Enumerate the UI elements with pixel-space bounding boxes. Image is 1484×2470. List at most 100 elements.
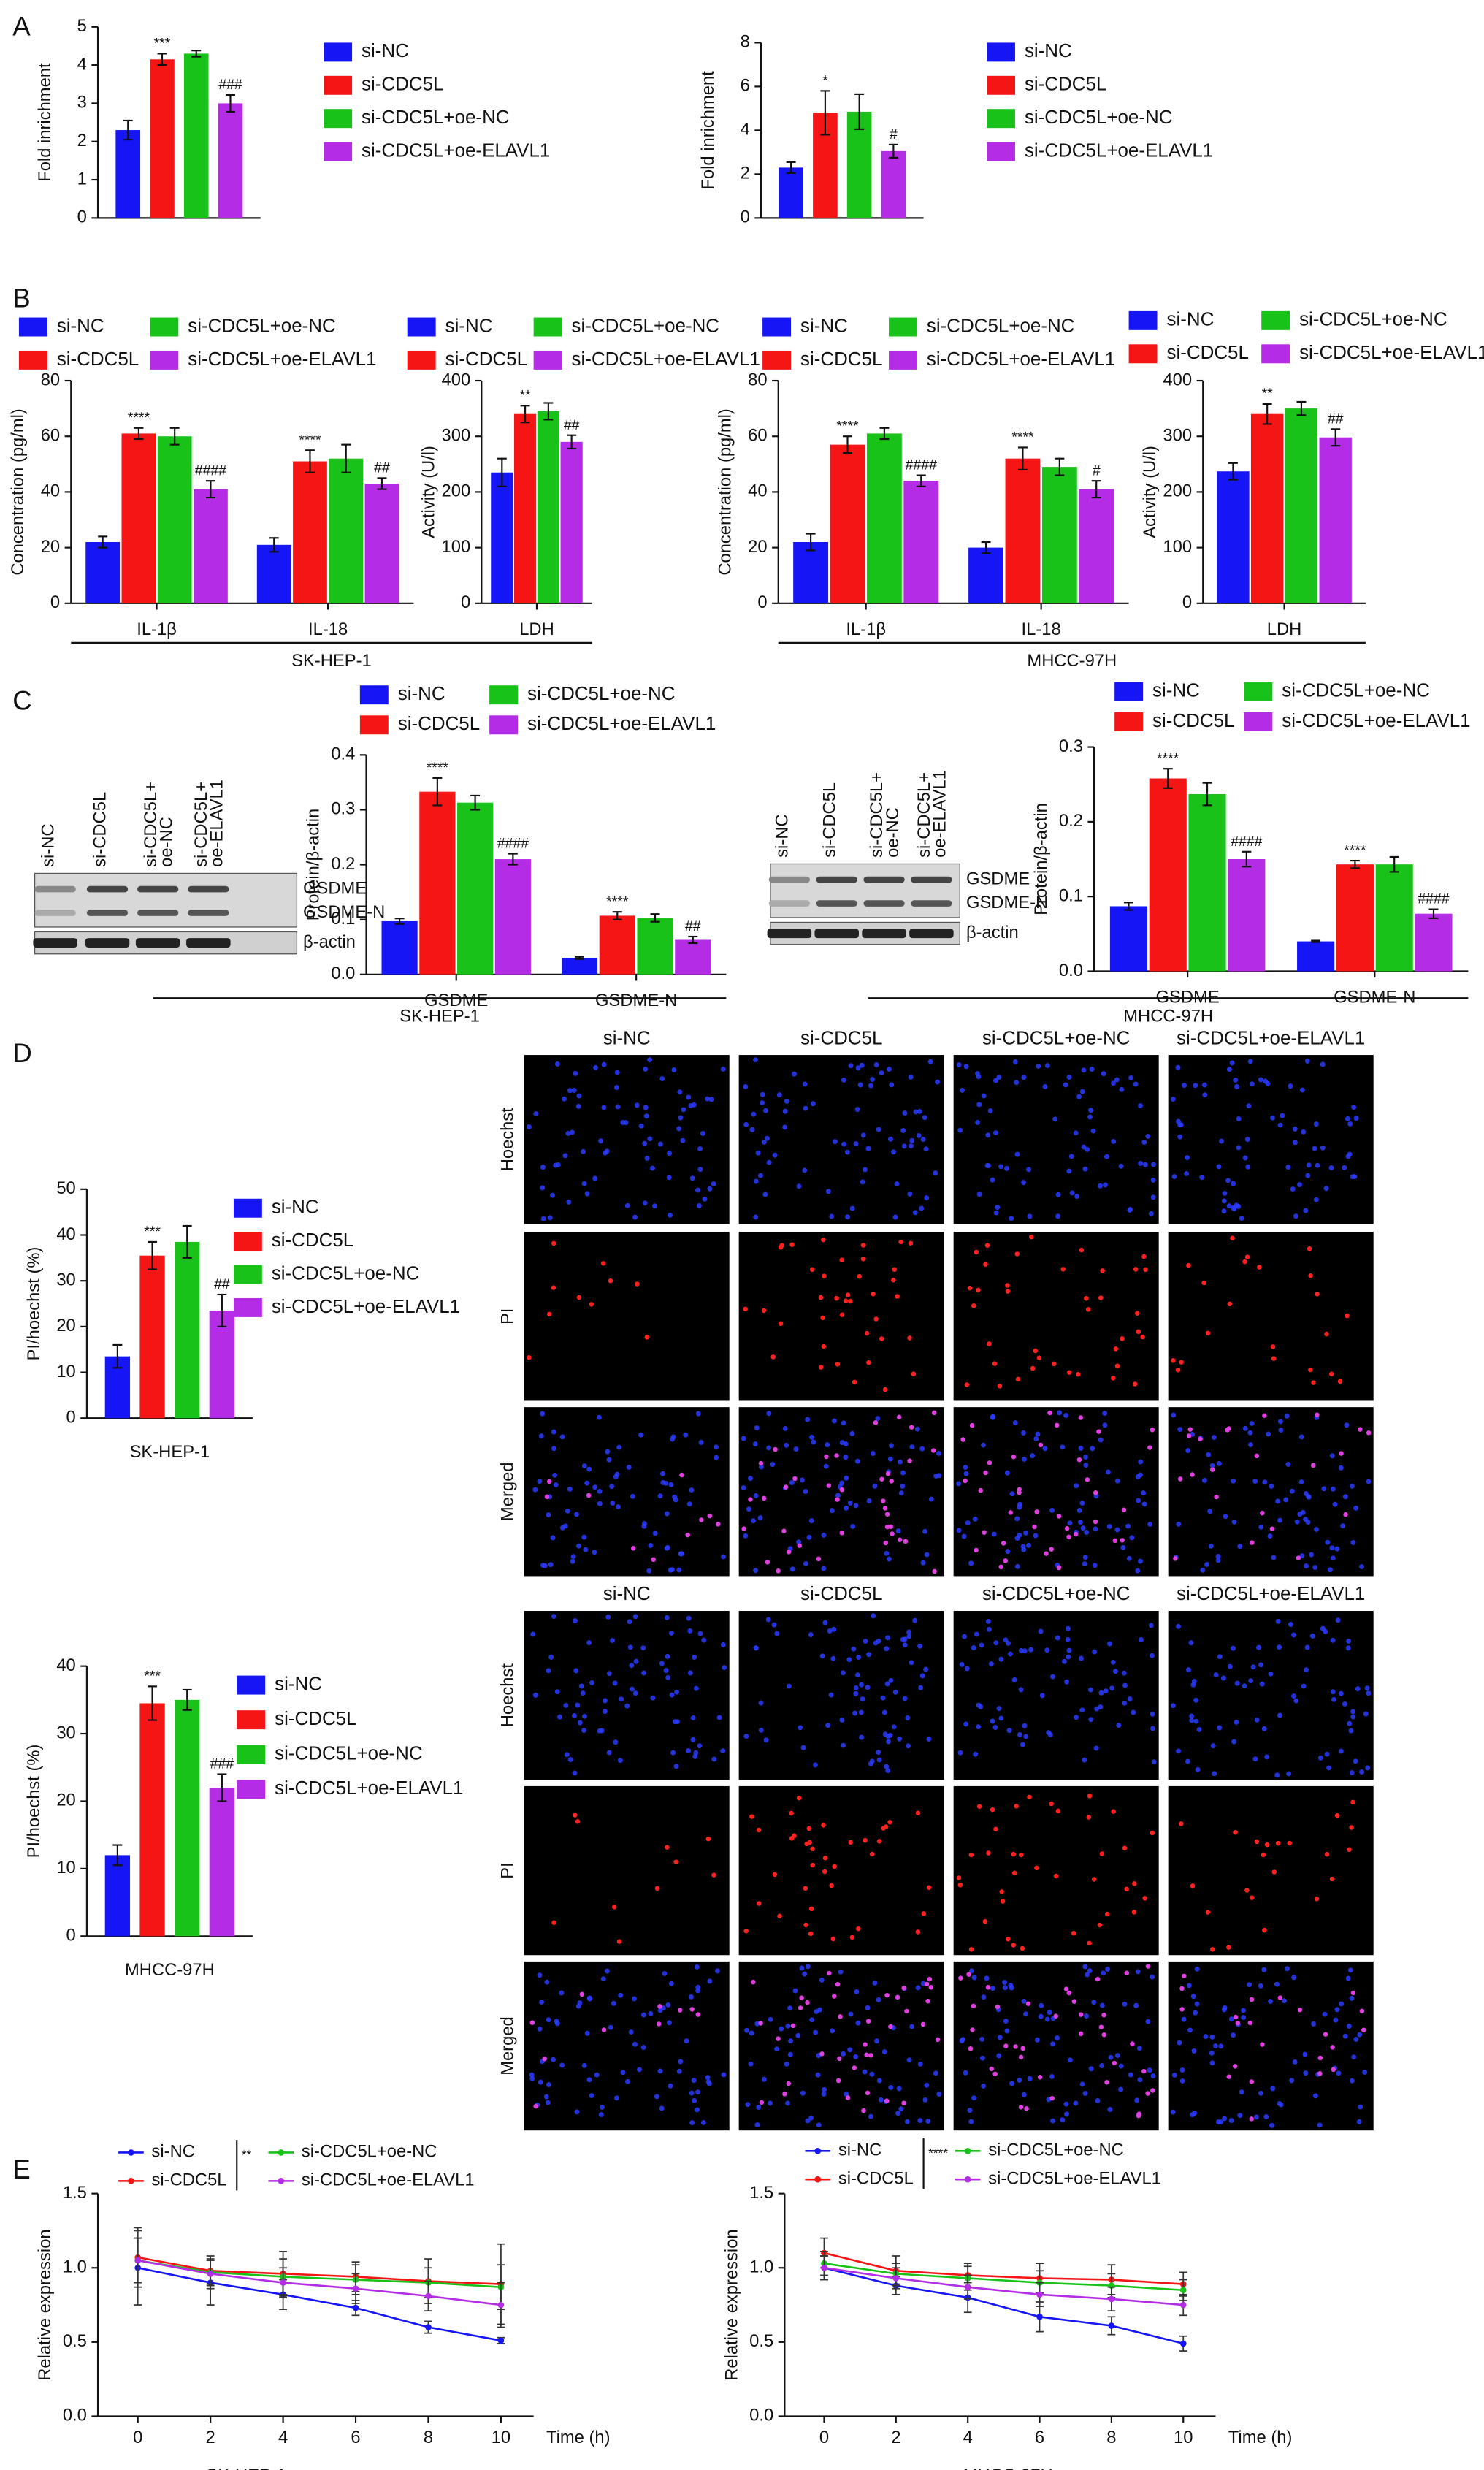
nucleus — [640, 2012, 646, 2018]
y-tick-label: 3 — [77, 93, 87, 113]
nucleus — [889, 1082, 895, 1088]
pi-cell — [809, 1267, 815, 1273]
pi-cell — [883, 1824, 889, 1829]
legend-label: si-CDC5L+oe-NC — [527, 684, 676, 704]
pi-cell — [551, 1285, 556, 1290]
bar — [1336, 864, 1374, 972]
pi-cell — [748, 1497, 753, 1502]
nucleus — [858, 1709, 864, 1715]
nucleus — [743, 1533, 749, 1539]
nucleus — [1313, 1197, 1319, 1202]
nucleus — [1176, 1748, 1181, 1754]
bar — [866, 433, 902, 603]
nucleus — [1201, 1477, 1207, 1483]
nucleus — [888, 2084, 894, 2090]
pi-cell — [911, 1371, 917, 1376]
nucleus — [1114, 1077, 1120, 1083]
nucleus — [1241, 2015, 1247, 2020]
nucleus — [1022, 1456, 1027, 1462]
nucleus — [808, 1632, 814, 1638]
nucleus — [551, 1614, 556, 1620]
nucleus — [1064, 2111, 1069, 2117]
band — [188, 910, 229, 916]
pi-cell — [657, 2004, 662, 2009]
nucleus — [897, 1459, 903, 1465]
pi-cell — [546, 1479, 552, 1484]
nucleus — [563, 1702, 569, 1708]
point — [1179, 2301, 1187, 2309]
nucleus — [642, 1140, 648, 1146]
pi-cell — [1056, 1565, 1062, 1571]
pi-cell — [1132, 1881, 1137, 1886]
nucleus — [753, 1178, 759, 1184]
nucleus — [1359, 1564, 1365, 1570]
panel-label: D — [12, 1038, 32, 1068]
pi-cell — [1100, 1268, 1105, 1273]
pi-cell — [1104, 2079, 1109, 2085]
pi-cell — [903, 1539, 909, 1544]
pi-cell — [927, 1976, 933, 1982]
panel-label: B — [12, 283, 31, 313]
nucleus — [872, 1483, 878, 1489]
nucleus — [533, 1111, 539, 1117]
nucleus — [846, 1657, 852, 1663]
y-tick-label: 1.5 — [63, 2183, 87, 2203]
nucleus — [643, 1113, 649, 1119]
significance: #### — [906, 457, 937, 473]
nucleus — [617, 1758, 623, 1764]
pi-cell — [1337, 1379, 1343, 1384]
error-bar — [916, 474, 926, 487]
micrograph — [1168, 1785, 1374, 1956]
nucleus — [805, 1964, 811, 1970]
error-bar — [879, 427, 890, 441]
nucleus — [606, 1457, 612, 1463]
pi-cell — [1242, 1259, 1247, 1265]
nucleus — [627, 1619, 632, 1625]
nucleus — [1012, 1420, 1018, 1425]
nucleus — [1057, 1410, 1063, 1416]
nucleus — [986, 1163, 991, 1169]
nucleus — [720, 1748, 726, 1754]
nucleus — [855, 1065, 861, 1071]
pi-cell — [1271, 1356, 1277, 1361]
x-tick-label: GSDME-N — [595, 991, 677, 1010]
nucleus — [1193, 1697, 1199, 1703]
line — [824, 2266, 1184, 2345]
legend-label: si-NC — [398, 684, 445, 704]
legend-label: si-NC — [445, 316, 493, 336]
nucleus — [1065, 1636, 1071, 1642]
nucleus — [845, 1214, 851, 1220]
pi-cell — [1018, 2054, 1024, 2060]
nucleus — [959, 1662, 965, 1667]
nucleus — [784, 2062, 789, 2067]
pi-cell — [904, 2008, 909, 2014]
nucleus — [544, 1979, 550, 1985]
nucleus — [906, 2057, 912, 2063]
nucleus — [1179, 2067, 1185, 2073]
pi-cell — [1350, 1990, 1356, 1996]
point — [1108, 2322, 1115, 2329]
nucleus — [1213, 2043, 1218, 2049]
nucleus — [895, 1528, 901, 1533]
nucleus — [587, 1996, 592, 2002]
pi-cell — [551, 1920, 556, 1925]
nucleus — [1317, 1755, 1323, 1761]
nucleus — [865, 1685, 871, 1690]
x-tick-label: 4 — [278, 2428, 288, 2447]
bar — [1041, 467, 1077, 603]
column-label: si-CDC5L+oe-ELAVL1 — [1177, 1584, 1365, 1604]
nucleus — [787, 2005, 793, 2011]
nucleus — [757, 1515, 763, 1521]
band — [814, 929, 859, 939]
nucleus — [830, 1655, 836, 1661]
pi-cell — [1113, 1346, 1119, 1352]
pi-cell — [971, 1303, 976, 1308]
nucleus — [985, 1132, 991, 1138]
nucleus — [963, 2070, 968, 2076]
pi-cell — [909, 1425, 914, 1430]
nucleus — [1138, 1103, 1144, 1109]
nucleus — [1114, 1478, 1120, 1484]
legend-label: si-CDC5L+oe-ELAVL1 — [1299, 343, 1484, 363]
y-tick-label: 8 — [741, 32, 750, 52]
nucleus — [1114, 2053, 1120, 2058]
